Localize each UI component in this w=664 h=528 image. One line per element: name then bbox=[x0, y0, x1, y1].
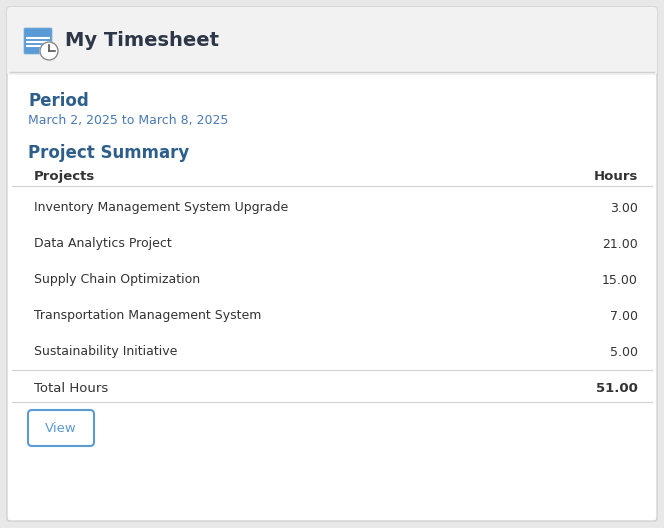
Text: Data Analytics Project: Data Analytics Project bbox=[34, 238, 172, 250]
Text: 51.00: 51.00 bbox=[596, 382, 638, 394]
Text: View: View bbox=[45, 421, 77, 435]
FancyBboxPatch shape bbox=[24, 28, 52, 54]
Text: 7.00: 7.00 bbox=[610, 309, 638, 323]
FancyBboxPatch shape bbox=[28, 410, 94, 446]
Text: 3.00: 3.00 bbox=[610, 202, 638, 214]
Text: Sustainability Initiative: Sustainability Initiative bbox=[34, 345, 177, 359]
FancyBboxPatch shape bbox=[7, 7, 657, 75]
Text: Projects: Projects bbox=[34, 170, 95, 183]
Text: My Timesheet: My Timesheet bbox=[65, 32, 219, 51]
Text: Transportation Management System: Transportation Management System bbox=[34, 309, 262, 323]
Circle shape bbox=[40, 42, 58, 60]
Text: Inventory Management System Upgrade: Inventory Management System Upgrade bbox=[34, 202, 288, 214]
Text: 15.00: 15.00 bbox=[602, 274, 638, 287]
Text: Project Summary: Project Summary bbox=[28, 144, 189, 162]
Text: Total Hours: Total Hours bbox=[34, 382, 108, 394]
Text: 21.00: 21.00 bbox=[602, 238, 638, 250]
Text: Supply Chain Optimization: Supply Chain Optimization bbox=[34, 274, 200, 287]
FancyBboxPatch shape bbox=[7, 7, 657, 521]
Text: Hours: Hours bbox=[594, 170, 638, 183]
Text: 5.00: 5.00 bbox=[610, 345, 638, 359]
Text: Period: Period bbox=[28, 92, 89, 110]
Text: March 2, 2025 to March 8, 2025: March 2, 2025 to March 8, 2025 bbox=[28, 114, 228, 127]
